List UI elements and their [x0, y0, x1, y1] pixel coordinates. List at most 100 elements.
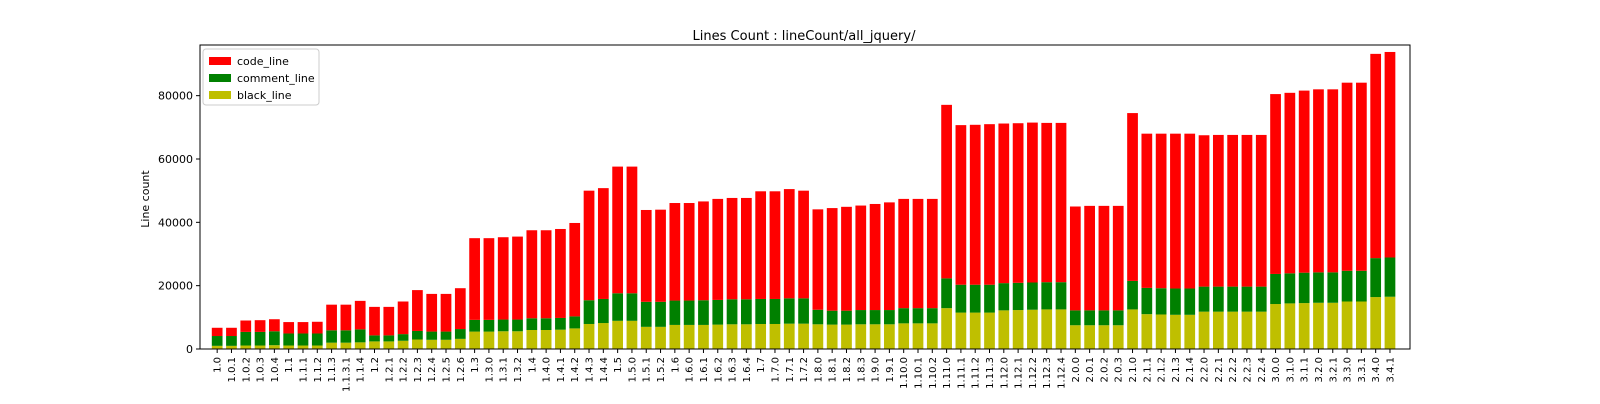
bar-segment-comment-line: [269, 331, 280, 346]
bar-segment-comment-line: [984, 284, 995, 313]
bar-segment-black-line: [1012, 310, 1024, 349]
bar-segment-black-line: [612, 320, 623, 349]
x-tick-label: 3.0.0: [1271, 357, 1282, 382]
bar-segment-code-line: [512, 236, 523, 320]
x-tick-label: 1.1.4: [356, 357, 367, 382]
bar-segment-code-line: [555, 228, 566, 318]
x-tick-label: 3.1.0: [1285, 357, 1296, 382]
bar-segment-comment-line: [726, 299, 738, 325]
bar-segment-comment-line: [1098, 310, 1110, 326]
x-tick-label: 1.5: [613, 357, 624, 373]
bar-segment-black-line: [969, 312, 981, 349]
x-tick-label: 3.3.0: [1343, 357, 1354, 382]
bar-segment-code-line: [884, 202, 895, 311]
bar-segment-code-line: [397, 301, 409, 335]
legend-swatch-comment-line: [209, 74, 231, 82]
bar-segment-comment-line: [1341, 270, 1353, 302]
x-tick-label: 2.1.2: [1157, 357, 1168, 382]
bar-segment-comment-line: [1198, 286, 1210, 312]
bar-segment-comment-line: [855, 310, 867, 325]
x-tick-label: 1.6.4: [742, 357, 753, 382]
bar-segment-code-line: [941, 104, 952, 279]
bar-segment-comment-line: [326, 330, 337, 343]
bar-segment-code-line: [569, 222, 581, 317]
bar-segment-comment-line: [826, 310, 838, 325]
bar-segment-black-line: [1184, 314, 1196, 349]
bar-segment-code-line: [1255, 134, 1267, 287]
bar-segment-black-line: [497, 331, 509, 349]
bar-segment-code-line: [912, 198, 924, 309]
x-tick-label: 1.6.0: [685, 357, 696, 382]
bar-segment-comment-line: [1241, 286, 1253, 312]
bar-segment-comment-line: [497, 319, 509, 332]
bar-segment-code-line: [755, 191, 767, 299]
bar-segment-black-line: [297, 345, 309, 349]
legend-box: [202, 48, 320, 106]
x-tick-label: 1.4.0: [542, 357, 553, 382]
bar-segment-black-line: [1313, 302, 1324, 349]
x-tick-label: 1.4.1: [556, 357, 567, 382]
bar-segment-comment-line: [383, 335, 395, 342]
bar-segment-comment-line: [211, 336, 223, 346]
x-tick-label: 3.3.1: [1357, 357, 1368, 382]
x-tick-label: 1.1.3.1: [341, 357, 352, 392]
legend-label-black-line: black_line: [237, 89, 292, 102]
bar-segment-black-line: [1298, 303, 1310, 349]
x-tick-label: 1.2: [370, 357, 381, 373]
bar-segment-code-line: [726, 197, 738, 300]
x-tick-label: 1.7.2: [799, 357, 810, 382]
bar-segment-black-line: [655, 326, 666, 349]
bar-segment-comment-line: [1270, 273, 1281, 305]
bar-segment-code-line: [454, 288, 466, 330]
bar-segment-code-line: [326, 304, 337, 331]
bar-segment-code-line: [612, 166, 623, 294]
bar-segment-code-line: [1055, 122, 1067, 283]
bar-segment-code-line: [769, 191, 781, 299]
x-tick-label: 1.10.2: [928, 357, 939, 389]
bar-segment-black-line: [397, 340, 409, 349]
bar-segment-comment-line: [698, 300, 709, 325]
x-tick-label: 1.10.1: [913, 357, 924, 389]
bar-segment-code-line: [269, 319, 280, 332]
bars-layer: [211, 51, 1396, 349]
x-tick-label: 1.2.2: [399, 357, 410, 382]
x-tick-label: 1.6.3: [728, 357, 739, 382]
bar-segment-comment-line: [769, 298, 781, 324]
bar-segment-black-line: [1356, 301, 1367, 349]
bar-segment-comment-line: [297, 333, 309, 346]
bar-segment-black-line: [283, 345, 295, 349]
x-tick-label: 3.4.0: [1371, 357, 1382, 382]
bar-segment-black-line: [1341, 301, 1353, 349]
bar-segment-comment-line: [1027, 282, 1038, 310]
bar-segment-code-line: [1141, 133, 1153, 288]
bar-segment-code-line: [483, 238, 495, 320]
bar-segment-comment-line: [540, 318, 552, 330]
x-tick-label: 1.1.2: [313, 357, 324, 382]
x-tick-label: 1.2.4: [427, 357, 438, 382]
x-tick-label: 1.9.1: [885, 357, 896, 382]
bar-segment-comment-line: [1298, 272, 1310, 304]
bar-segment-comment-line: [640, 301, 652, 327]
x-tick-label: 2.0.1: [1085, 357, 1096, 382]
bar-segment-black-line: [955, 312, 967, 349]
bar-segment-comment-line: [884, 310, 895, 325]
bar-segment-code-line: [369, 306, 380, 336]
bar-segment-code-line: [240, 320, 252, 332]
bar-segment-black-line: [755, 323, 767, 349]
bar-segment-code-line: [1041, 122, 1053, 283]
x-tick-label: 1.12.1: [1014, 357, 1025, 389]
bar-segment-black-line: [1212, 311, 1224, 349]
bar-segment-comment-line: [583, 300, 595, 324]
x-tick-label: 1.8.0: [813, 357, 824, 382]
bar-segment-code-line: [841, 206, 852, 311]
x-tick-label: 1.4.4: [599, 357, 610, 382]
bar-segment-black-line: [1155, 314, 1167, 349]
bar-segment-comment-line: [512, 319, 523, 332]
bar-segment-comment-line: [1284, 273, 1296, 304]
bar-segment-black-line: [726, 324, 738, 349]
legend-swatch-code-line: [209, 57, 231, 65]
bar-segment-black-line: [741, 324, 752, 349]
bar-segment-comment-line: [340, 330, 352, 343]
